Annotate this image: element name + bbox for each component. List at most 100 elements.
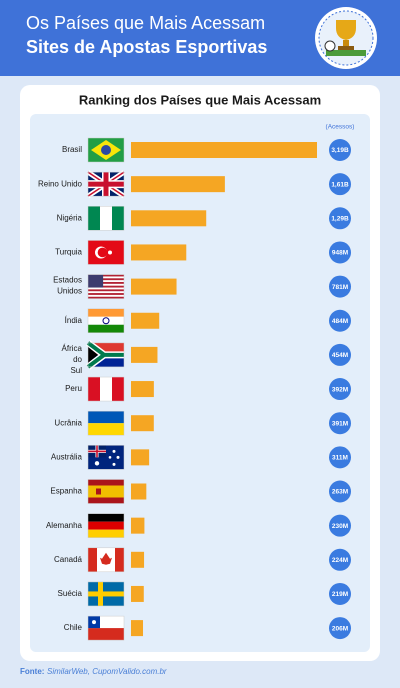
chart-title: Ranking dos Países que Mais Acessam xyxy=(79,92,321,107)
category-label: Suécia xyxy=(58,589,83,598)
category-label-line: Estados xyxy=(53,276,82,285)
flag-border xyxy=(87,445,125,470)
header-line1: Os Países que Mais Acessam xyxy=(26,13,265,33)
flag-part xyxy=(88,274,124,277)
unit-label: (Acessos) xyxy=(326,124,355,131)
flag-part xyxy=(86,341,124,369)
flag-part xyxy=(88,308,124,317)
category-label: Nigéria xyxy=(57,213,83,222)
value-label: 224M xyxy=(332,557,348,564)
bar xyxy=(131,551,145,568)
flag-part xyxy=(88,206,100,231)
category-label: Índia xyxy=(65,316,83,325)
flag xyxy=(87,274,125,299)
flag-border xyxy=(87,274,125,299)
flag-part xyxy=(88,296,124,299)
category-label: Alemanha xyxy=(46,521,83,530)
flag-part xyxy=(92,620,96,625)
flag xyxy=(87,445,125,470)
flag-part xyxy=(88,293,124,295)
flag-part xyxy=(88,274,104,288)
flag-part xyxy=(88,591,124,597)
value-badge xyxy=(329,343,351,366)
value-badge xyxy=(329,582,351,605)
flag-part xyxy=(88,289,124,292)
value-label: 311M xyxy=(332,455,348,462)
value-label: 391M xyxy=(332,420,348,427)
flag-part xyxy=(88,316,124,325)
flag xyxy=(87,376,125,402)
trophy-badge xyxy=(315,7,377,69)
flag xyxy=(85,340,125,370)
value-label: 206M xyxy=(332,625,348,632)
flag-border xyxy=(87,581,125,607)
flag-part xyxy=(88,281,124,284)
flag-border xyxy=(87,547,125,573)
value-label: 1,61B xyxy=(331,181,349,188)
value-label: 392M xyxy=(332,386,348,393)
category-label: Espanha xyxy=(50,487,82,496)
value-badge xyxy=(329,514,351,537)
category-label-line: Unidos xyxy=(57,287,82,296)
flag-border xyxy=(87,479,125,504)
bar xyxy=(131,210,207,227)
flag-part xyxy=(88,346,98,363)
source-label: Fonte: xyxy=(20,667,44,676)
flag-part xyxy=(88,278,124,281)
value-label: 948M xyxy=(332,250,348,257)
flag xyxy=(87,240,125,265)
flag-part xyxy=(88,529,124,538)
flag-part xyxy=(100,552,112,565)
trophy-stem xyxy=(343,40,349,46)
flag-part xyxy=(88,285,124,288)
flag-part xyxy=(88,485,124,498)
value-label: 484M xyxy=(332,318,348,325)
flag-part xyxy=(88,377,100,402)
flag-part xyxy=(88,628,124,641)
value-label: 219M xyxy=(332,591,348,598)
flag-border xyxy=(87,342,125,368)
flag-part xyxy=(112,377,124,402)
value-badge xyxy=(329,275,351,298)
value-label: 781M xyxy=(332,284,348,291)
flag-part xyxy=(97,247,108,258)
flag-part xyxy=(88,513,124,522)
category-label-line: Sul xyxy=(70,366,82,375)
flag-part xyxy=(88,181,124,187)
category-label: Peru xyxy=(65,384,82,393)
pitch xyxy=(326,50,366,56)
flag-part xyxy=(112,206,124,231)
category-label: Estados Unidos xyxy=(53,276,82,296)
value-badge xyxy=(329,446,351,469)
value-label: 1,29B xyxy=(331,216,349,223)
value-badge xyxy=(329,548,351,571)
flag xyxy=(86,170,126,199)
value-badge xyxy=(329,139,351,161)
category-label: Turquia xyxy=(55,248,82,257)
value-badge xyxy=(329,309,351,332)
flag-part xyxy=(88,324,124,333)
bar xyxy=(131,449,150,466)
trophy-cup xyxy=(336,20,356,40)
flag-part xyxy=(102,317,110,325)
value-badge xyxy=(329,480,351,503)
value-badge xyxy=(329,207,351,230)
flag-part xyxy=(88,521,124,530)
flag-part xyxy=(88,450,106,453)
bar xyxy=(131,346,158,363)
flag-part xyxy=(88,411,124,424)
flag-border xyxy=(87,308,125,333)
value-label: 454M xyxy=(332,352,348,359)
flag-part xyxy=(94,461,100,466)
flag-border xyxy=(87,240,125,265)
flag-border xyxy=(87,513,125,538)
category-label: Chile xyxy=(64,623,83,632)
flag xyxy=(87,479,125,504)
chart-panel xyxy=(30,114,370,652)
flag-part xyxy=(108,250,112,255)
ball xyxy=(324,40,336,52)
bar xyxy=(131,381,154,398)
bar xyxy=(131,620,144,637)
